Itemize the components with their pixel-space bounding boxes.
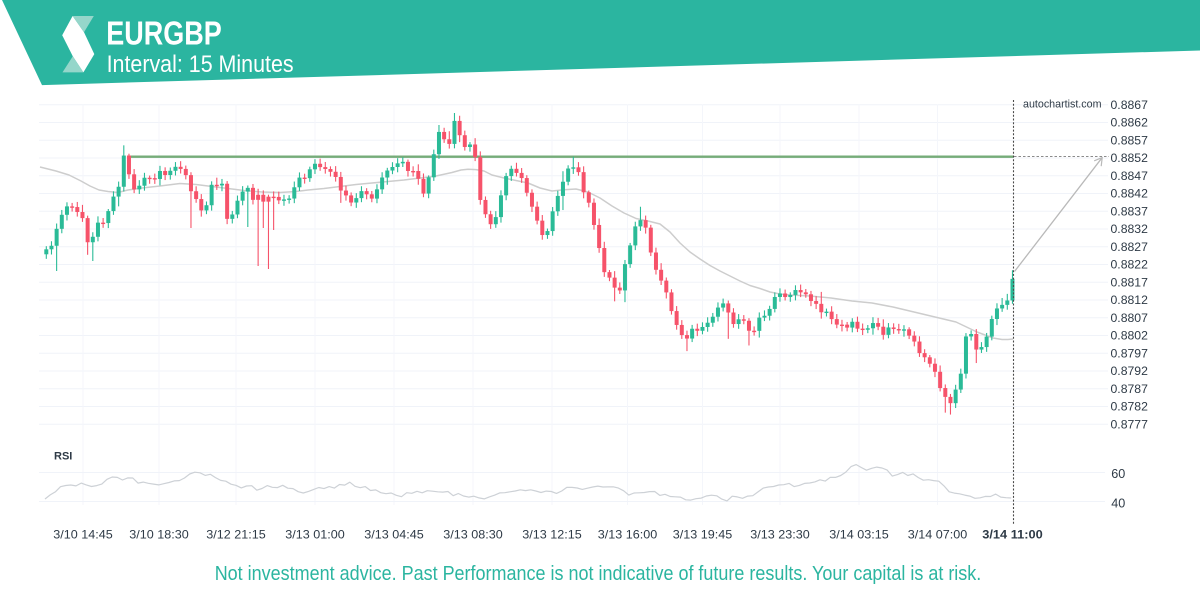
svg-text:0.8802: 0.8802 (1111, 329, 1148, 343)
svg-text:0.8812: 0.8812 (1111, 293, 1148, 307)
svg-text:0.8782: 0.8782 (1111, 400, 1148, 414)
svg-text:0.8857: 0.8857 (1111, 133, 1148, 147)
svg-text:3/10 18:30: 3/10 18:30 (129, 528, 189, 542)
svg-text:40: 40 (1111, 497, 1125, 511)
svg-text:3/13 12:15: 3/13 12:15 (522, 528, 582, 542)
svg-text:0.8777: 0.8777 (1111, 417, 1148, 431)
svg-text:3/13 16:00: 3/13 16:00 (598, 528, 658, 542)
svg-text:0.8827: 0.8827 (1111, 240, 1148, 254)
svg-text:0.8797: 0.8797 (1111, 346, 1148, 360)
svg-text:0.8787: 0.8787 (1111, 382, 1148, 396)
svg-text:Not investment advice. Past Pe: Not investment advice. Past Performance … (215, 563, 982, 585)
svg-text:0.8847: 0.8847 (1111, 169, 1148, 183)
svg-text:3/14 07:00: 3/14 07:00 (908, 528, 968, 542)
svg-text:3/14 11:00: 3/14 11:00 (982, 528, 1043, 542)
svg-text:autochartist.com: autochartist.com (1023, 99, 1102, 111)
svg-text:RSI: RSI (54, 451, 72, 463)
svg-text:3/14 03:15: 3/14 03:15 (829, 528, 889, 542)
svg-text:3/13 08:30: 3/13 08:30 (443, 528, 503, 542)
svg-text:3/13 04:45: 3/13 04:45 (364, 528, 424, 542)
svg-text:3/10 14:45: 3/10 14:45 (53, 528, 113, 542)
svg-text:0.8832: 0.8832 (1111, 222, 1148, 236)
svg-text:3/13 01:00: 3/13 01:00 (285, 528, 345, 542)
svg-text:0.8817: 0.8817 (1111, 275, 1148, 289)
svg-text:0.8807: 0.8807 (1111, 311, 1148, 325)
svg-text:3/12 21:15: 3/12 21:15 (206, 528, 266, 542)
svg-text:EURGBP: EURGBP (106, 15, 222, 52)
svg-text:3/13 23:30: 3/13 23:30 (750, 528, 810, 542)
svg-text:3/13 19:45: 3/13 19:45 (673, 528, 733, 542)
svg-text:0.8822: 0.8822 (1111, 258, 1148, 272)
svg-text:0.8867: 0.8867 (1111, 98, 1148, 112)
svg-text:60: 60 (1111, 467, 1125, 481)
svg-text:0.8842: 0.8842 (1111, 187, 1148, 201)
svg-text:Interval: 15 Minutes: Interval: 15 Minutes (107, 51, 294, 78)
svg-text:0.8852: 0.8852 (1111, 151, 1148, 165)
svg-text:0.8792: 0.8792 (1111, 364, 1148, 378)
svg-text:0.8862: 0.8862 (1111, 116, 1148, 130)
svg-text:0.8837: 0.8837 (1111, 204, 1148, 218)
